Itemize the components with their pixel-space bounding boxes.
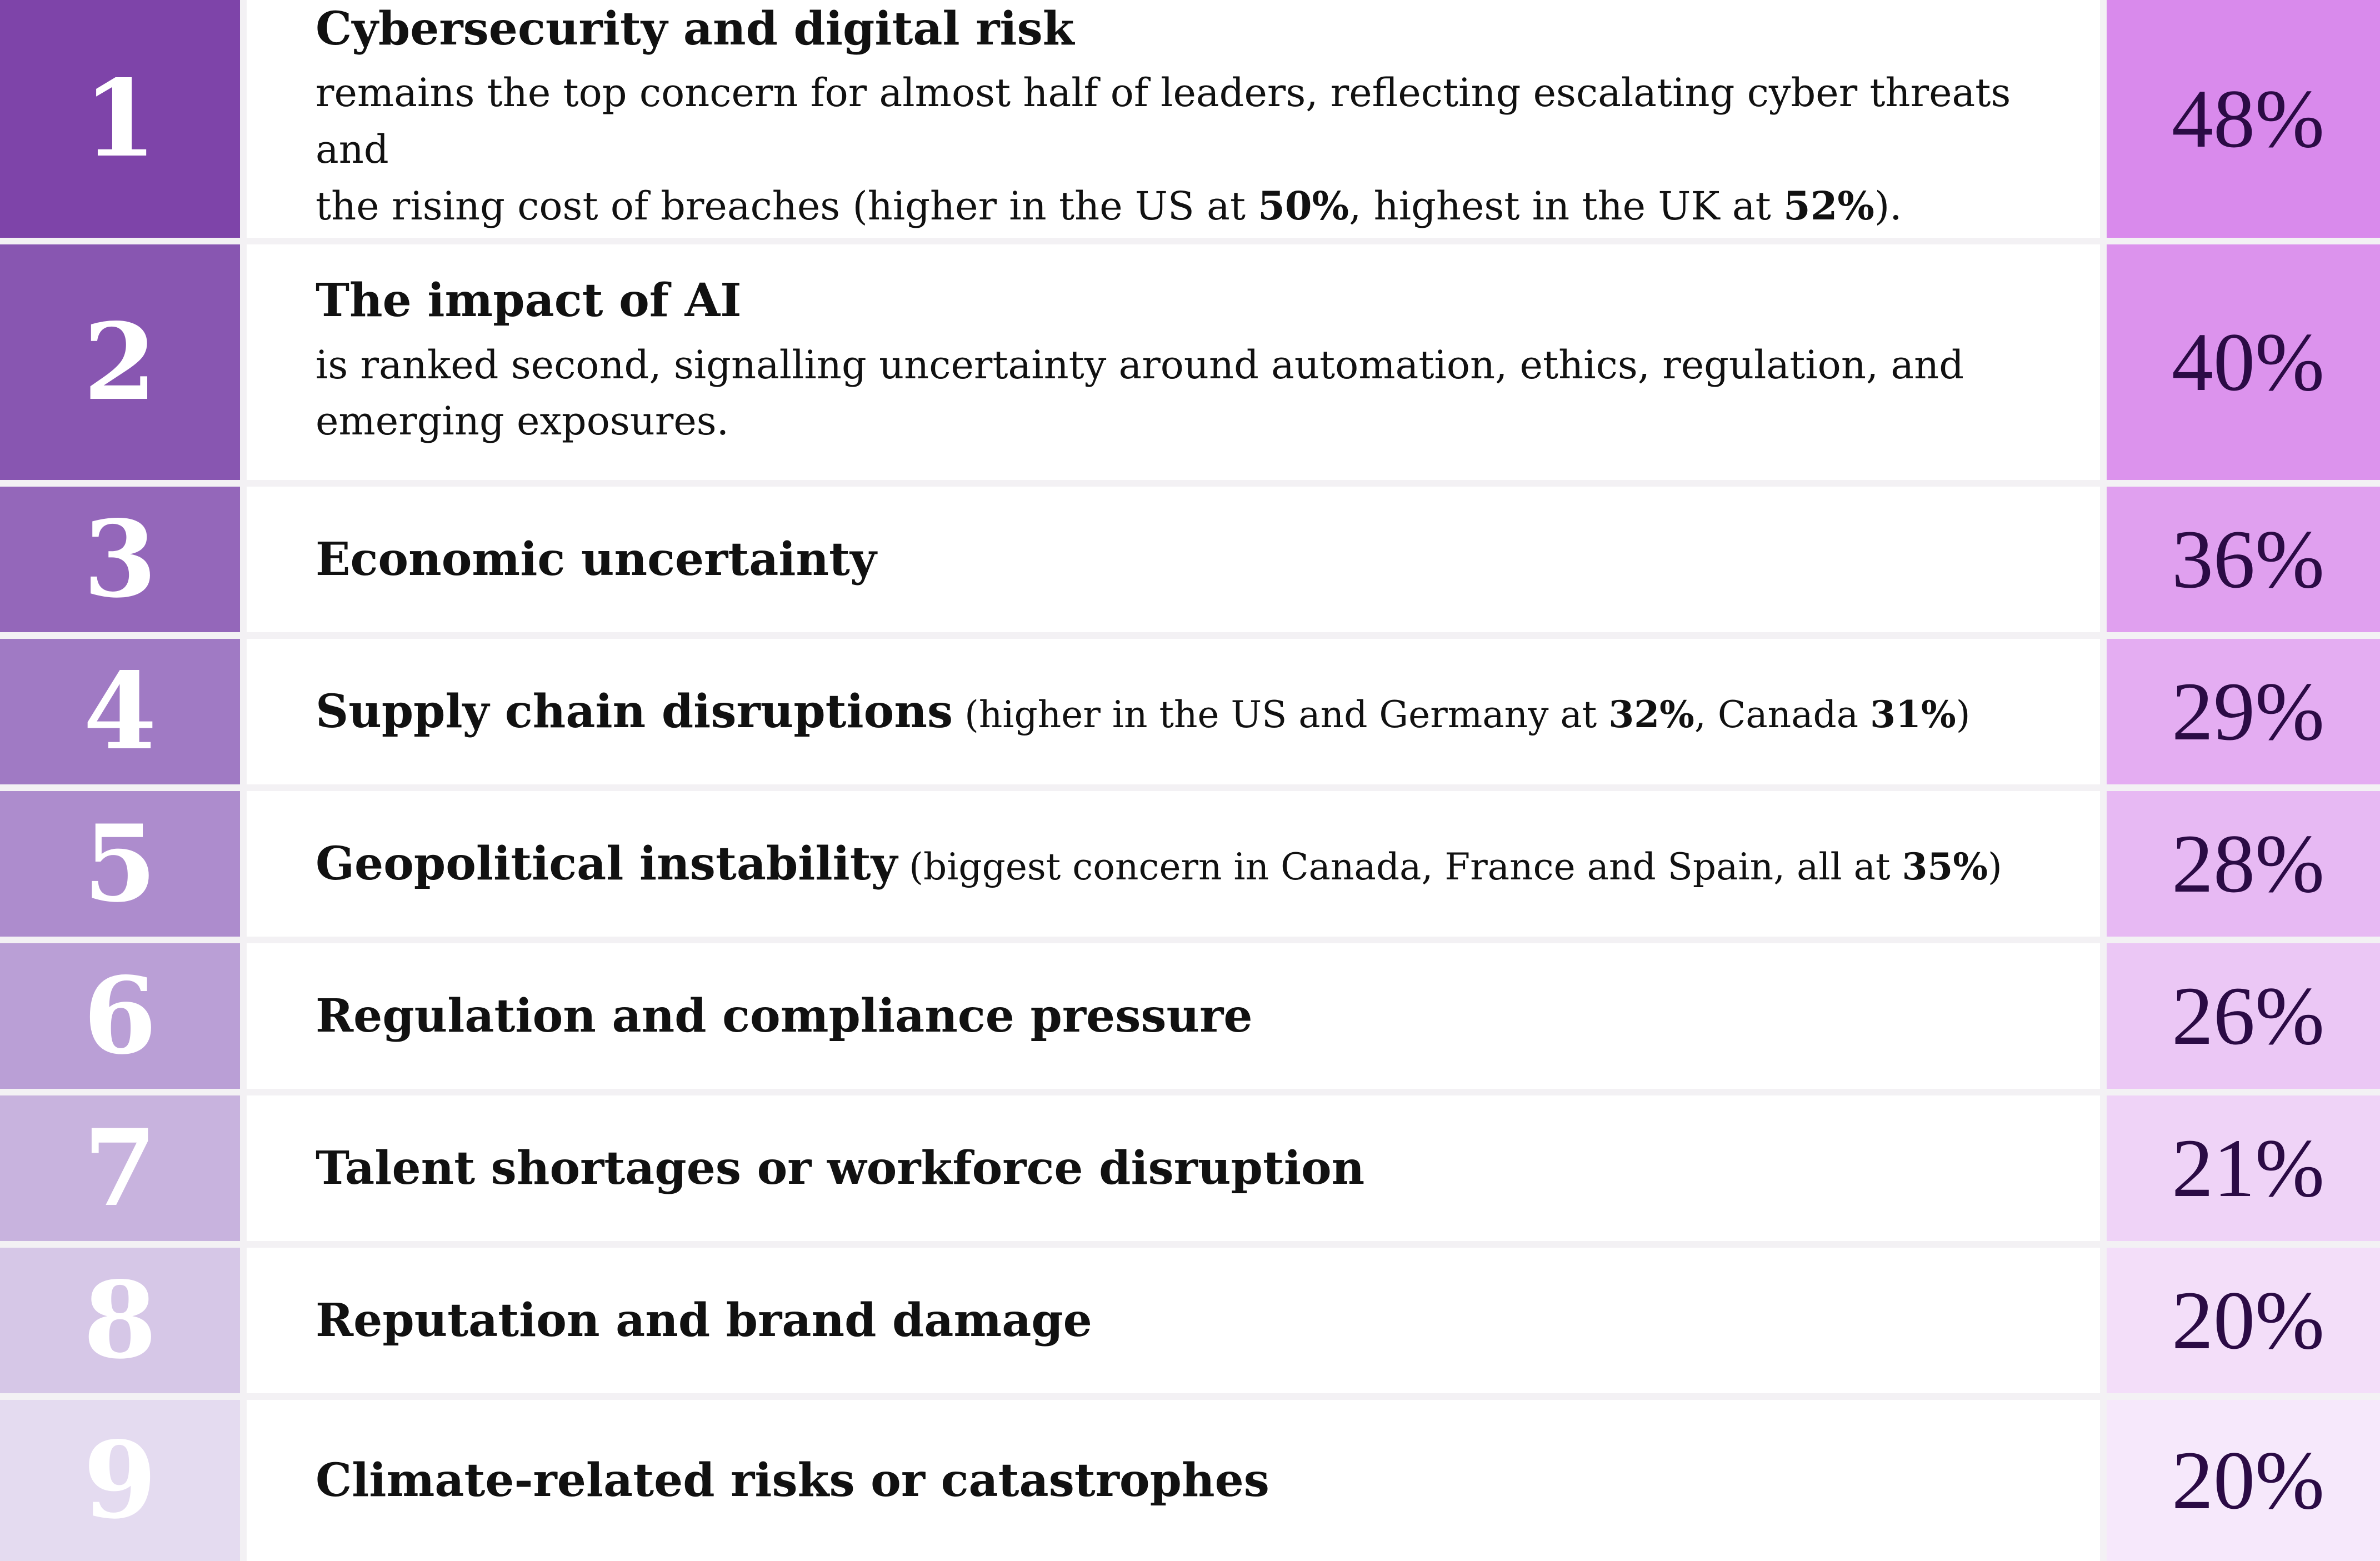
rank-number: 2 — [83, 300, 157, 424]
value-label: 29% — [2172, 666, 2324, 758]
risk-title: Cybersecurity and digital risk — [316, 2, 1074, 56]
risk-text-cell: Talent shortages or workforce disruption — [247, 1095, 2100, 1241]
desc-text: the rising cost of breaches (higher in t… — [316, 183, 1258, 229]
risk-title: Talent shortages or workforce disruption — [316, 1141, 1365, 1195]
value-cell: 28% — [2107, 791, 2380, 937]
value-label: 48% — [2172, 73, 2324, 165]
table-row: 7 Talent shortages or workforce disrupti… — [0, 1095, 2380, 1241]
risk-title: Geopolitical instability — [316, 837, 898, 890]
rank-cell: 6 — [0, 943, 240, 1089]
desc-value: 52% — [1783, 183, 1874, 229]
risk-title: Climate-related risks or catastrophes — [316, 1453, 1269, 1507]
risk-title: The impact of AI — [316, 274, 742, 328]
value-label: 28% — [2172, 818, 2324, 910]
risk-text-cell: The impact of AI is ranked second, signa… — [247, 244, 2100, 480]
value-label: 20% — [2172, 1434, 2324, 1527]
rank-cell: 9 — [0, 1400, 240, 1561]
rank-number: 6 — [83, 954, 157, 1078]
value-cell: 29% — [2107, 639, 2380, 784]
table-row: 4 Supply chain disruptions (higher in th… — [0, 639, 2380, 784]
desc-text: , highest in the UK at — [1349, 183, 1784, 229]
risk-title: Regulation and compliance pressure — [316, 989, 1253, 1043]
value-label: 26% — [2172, 970, 2324, 1062]
value-label: 21% — [2172, 1122, 2324, 1214]
risk-text-cell: Regulation and compliance pressure — [247, 943, 2100, 1089]
value-cell: 21% — [2107, 1095, 2380, 1241]
value-cell: 26% — [2107, 943, 2380, 1089]
value-label: 40% — [2172, 316, 2324, 408]
desc-value: 50% — [1258, 183, 1349, 229]
rank-number: 4 — [83, 649, 157, 773]
risk-description: remains the top concern for almost half … — [316, 65, 2067, 235]
table-row: 3 Economic uncertainty 36% — [0, 487, 2380, 632]
rank-number: 5 — [83, 802, 157, 925]
risk-text-cell: Climate-related risks or catastrophes — [247, 1400, 2100, 1561]
rank-cell: 7 — [0, 1095, 240, 1241]
rank-number: 7 — [83, 1106, 157, 1230]
value-label: 36% — [2172, 513, 2324, 606]
table-row: 1 Cybersecurity and digital risk remains… — [0, 0, 2380, 238]
rank-number: 1 — [83, 57, 157, 181]
risk-title: Reputation and brand damage — [316, 1293, 1092, 1347]
risk-text-cell: Cybersecurity and digital risk remains t… — [247, 0, 2100, 238]
value-cell: 20% — [2107, 1400, 2380, 1561]
risk-note: (higher in the US and Germany at 32%, Ca… — [953, 693, 1971, 736]
value-cell: 20% — [2107, 1248, 2380, 1393]
desc-text: ). — [1874, 183, 1902, 229]
risk-text-cell: Supply chain disruptions (higher in the … — [247, 639, 2100, 784]
desc-text: emerging exposures. — [316, 398, 729, 444]
rank-cell: 8 — [0, 1248, 240, 1393]
rank-cell: 2 — [0, 244, 240, 480]
risk-title: Economic uncertainty — [316, 532, 877, 586]
risk-text-cell: Economic uncertainty — [247, 487, 2100, 632]
rank-cell: 5 — [0, 791, 240, 937]
table-row: 8 Reputation and brand damage 20% — [0, 1248, 2380, 1393]
rank-cell: 1 — [0, 0, 240, 238]
risk-title-line: Supply chain disruptions (higher in the … — [316, 685, 2067, 738]
table-row: 5 Geopolitical instability (biggest conc… — [0, 791, 2380, 937]
rank-number: 8 — [83, 1258, 157, 1382]
value-cell: 40% — [2107, 244, 2380, 480]
value-cell: 36% — [2107, 487, 2380, 632]
risk-title-line: Geopolitical instability (biggest concer… — [316, 837, 2067, 890]
rank-number: 9 — [83, 1418, 157, 1542]
risk-note: (biggest concern in Canada, France and S… — [897, 845, 2002, 888]
risk-text-cell: Geopolitical instability (biggest concer… — [247, 791, 2100, 937]
table-row: 9 Climate-related risks or catastrophes … — [0, 1400, 2380, 1561]
value-label: 20% — [2172, 1274, 2324, 1367]
rank-number: 3 — [83, 497, 157, 621]
rank-cell: 3 — [0, 487, 240, 632]
table-row: 6 Regulation and compliance pressure 26% — [0, 943, 2380, 1089]
risk-description: is ranked second, signalling uncertainty… — [316, 337, 2067, 450]
risk-text-cell: Reputation and brand damage — [247, 1248, 2100, 1393]
desc-text: is ranked second, signalling uncertainty… — [316, 342, 1964, 388]
desc-text: remains the top concern for almost half … — [316, 70, 2011, 172]
table-row: 2 The impact of AI is ranked second, sig… — [0, 244, 2380, 480]
value-cell: 48% — [2107, 0, 2380, 238]
rank-cell: 4 — [0, 639, 240, 784]
risk-title: Supply chain disruptions — [316, 685, 953, 738]
